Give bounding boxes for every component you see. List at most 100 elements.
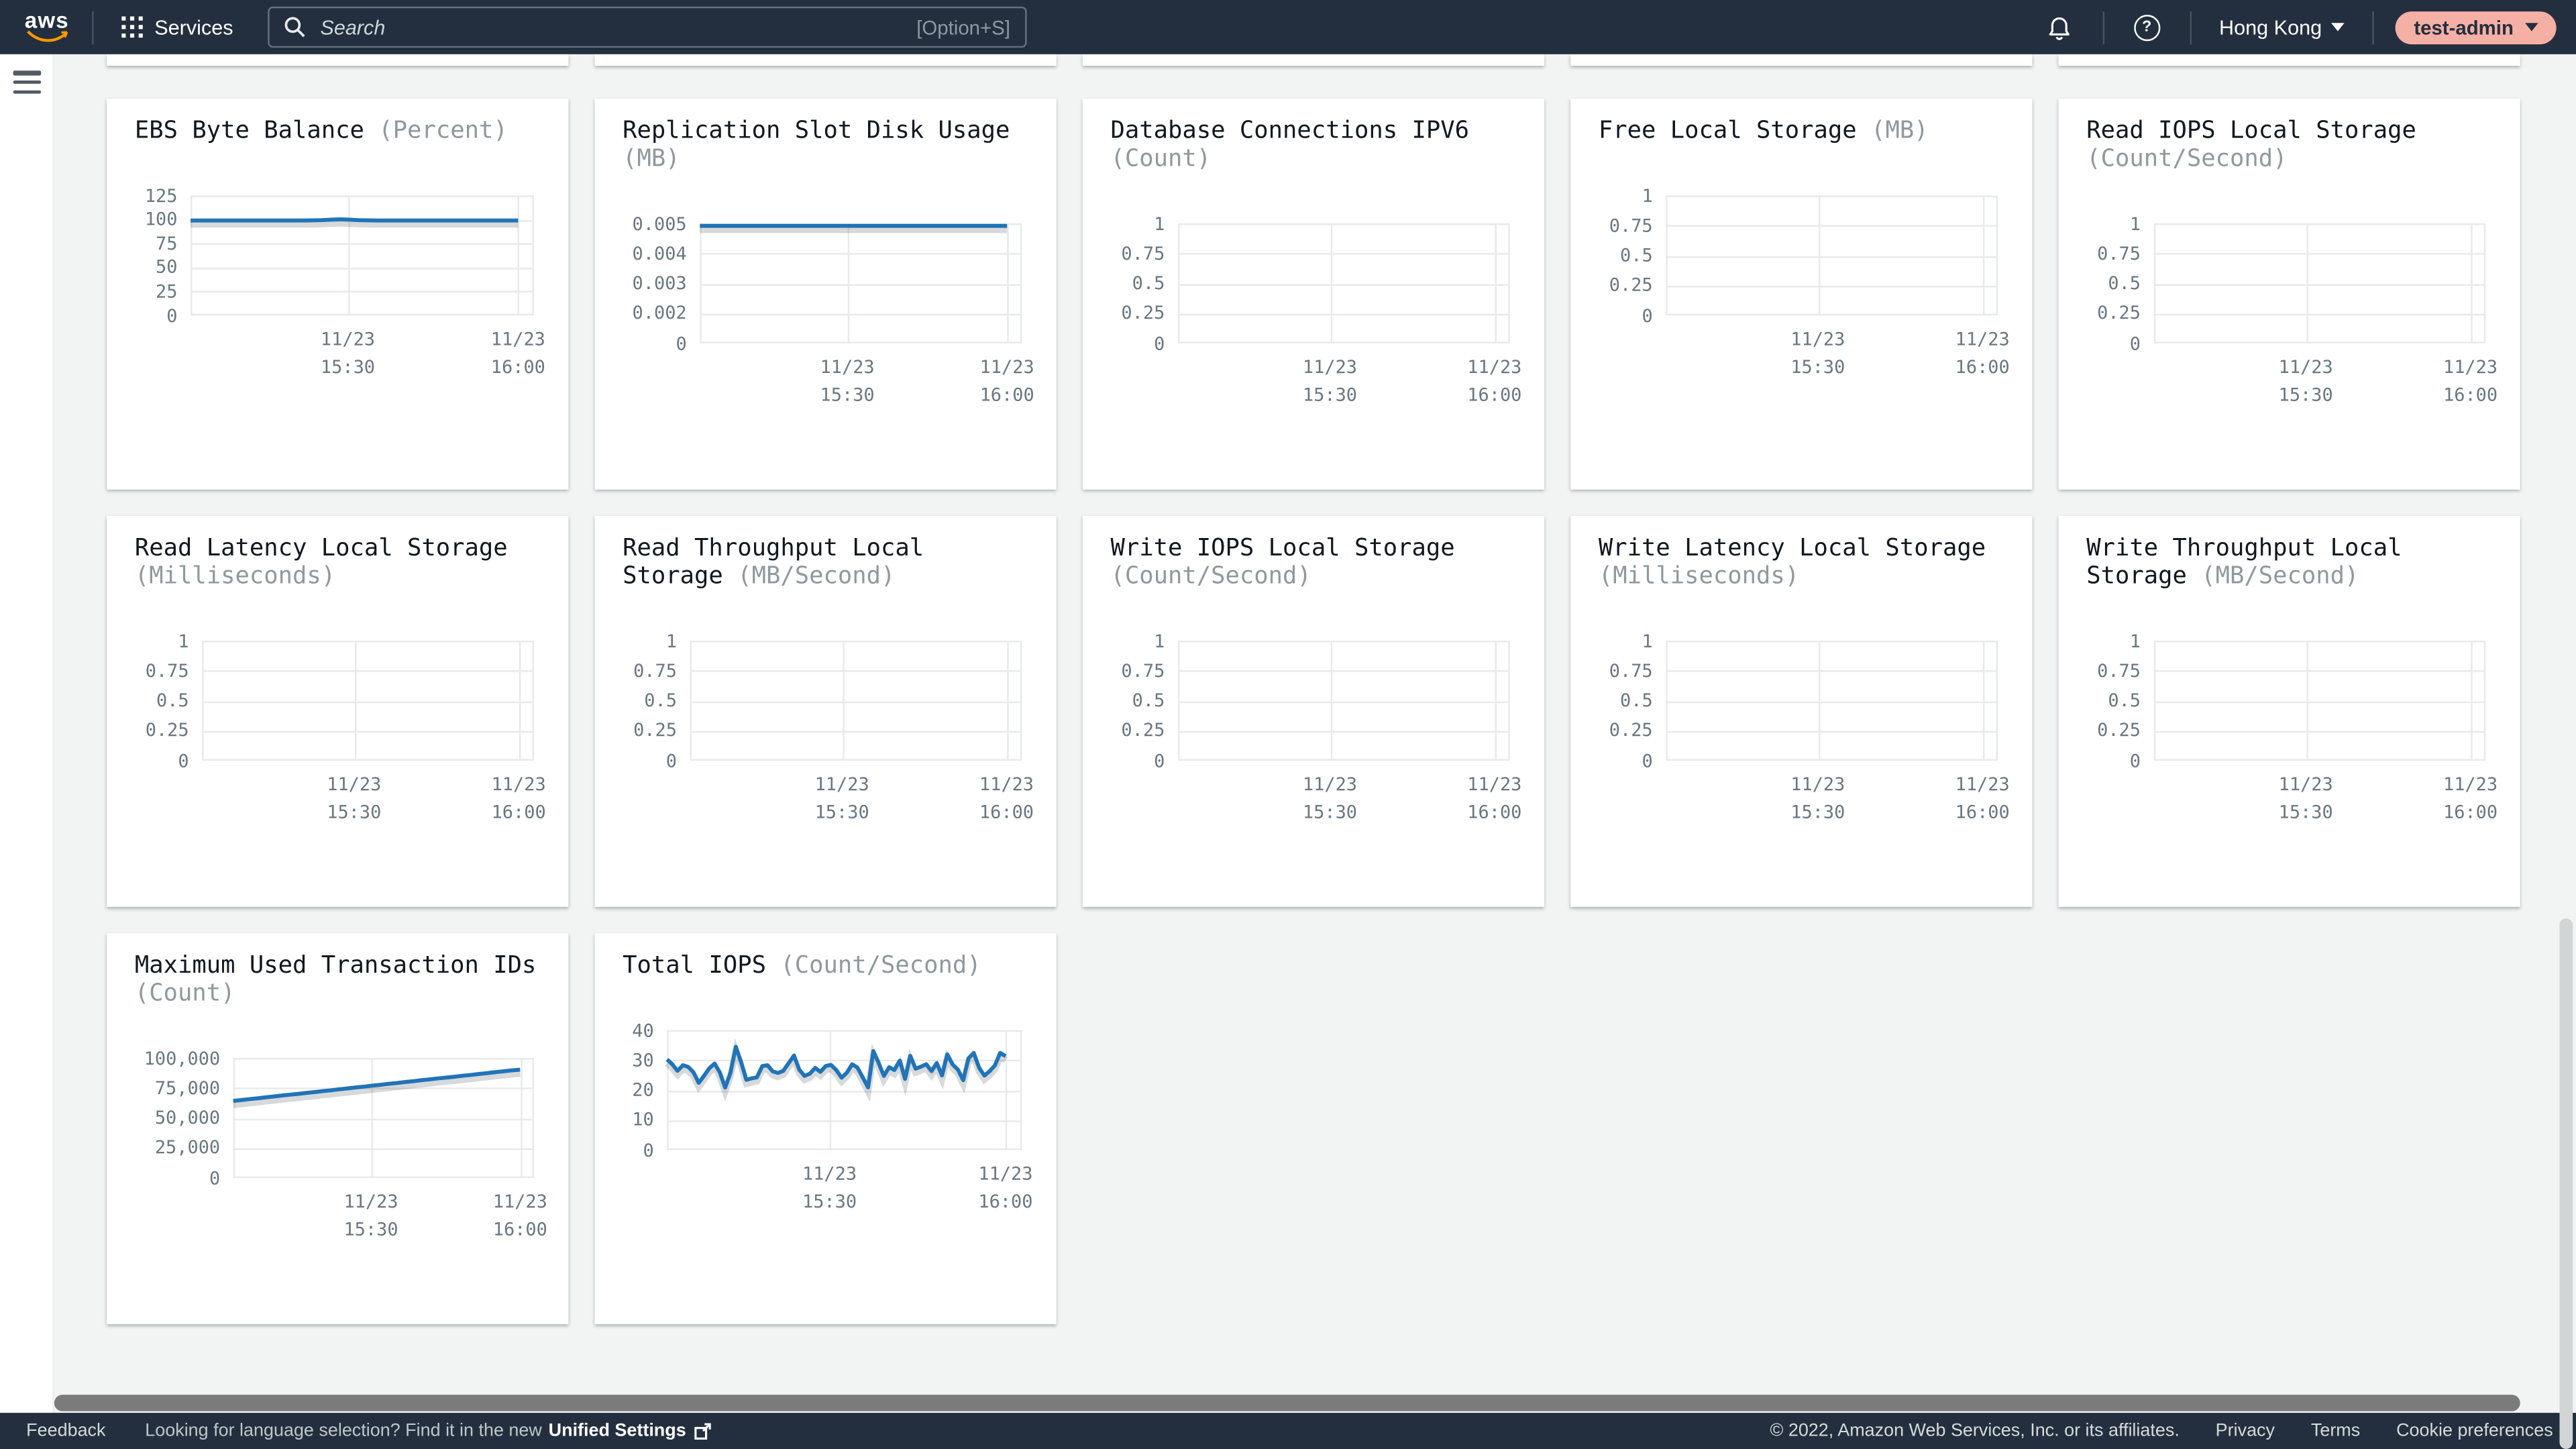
- metric-card[interactable]: Write Throughput Local Storage (MB/Secon…: [2058, 515, 2520, 907]
- metric-card[interactable]: Read IOPS Local Storage (Count/Second) 1 0…: [2058, 98, 2520, 490]
- horizontal-scrollbar-thumb[interactable]: [54, 1395, 2520, 1411]
- y-axis-label: 0.25: [1609, 720, 1653, 742]
- cookie-preferences-link[interactable]: Cookie preferences: [2396, 1421, 2553, 1441]
- y-axis-label: 0.005: [632, 213, 687, 234]
- y-axis-label: 0: [665, 749, 677, 771]
- help-button[interactable]: ?: [2125, 0, 2168, 54]
- feedback-link[interactable]: Feedback: [26, 1421, 106, 1441]
- chart-plot: 11/23 15:30 11/23 16:00: [191, 195, 545, 377]
- chart-title: Write IOPS Local Storage (Count/Second): [1111, 535, 1517, 591]
- y-axis-label: 0.25: [1609, 274, 1653, 297]
- chart-title: EBS Byte Balance (Percent): [135, 118, 541, 146]
- y-axis-label: 0.25: [1121, 720, 1165, 742]
- chart-title-text: EBS Byte Balance: [134, 118, 364, 145]
- search-box[interactable]: [Option+S]: [268, 6, 1027, 48]
- search-input[interactable]: [317, 13, 906, 41]
- y-axis-label: 0.5: [1620, 244, 1653, 266]
- privacy-link[interactable]: Privacy: [2215, 1421, 2275, 1441]
- metric-card[interactable]: Read Latency Local Storage (Milliseconds…: [107, 515, 569, 907]
- y-axis-label: 0: [676, 332, 687, 354]
- y-axis-label: 0: [1154, 749, 1165, 771]
- chart-line: [700, 223, 1008, 233]
- chart-title: Write Throughput Local Storage (MB/Secon…: [2086, 535, 2492, 591]
- y-axis: 1 0.75 0.5 0.25 0: [135, 632, 202, 770]
- metric-card[interactable]: EBS Byte Balance (Percent) 125 100 75 50 25 0 1…: [107, 98, 569, 490]
- x-axis-label: 11/23 16:00: [1955, 773, 2010, 822]
- y-axis-label: 0.5: [156, 690, 189, 712]
- chart-title: Total IOPS (Count/Second): [623, 953, 1028, 981]
- notifications-button[interactable]: [2039, 0, 2082, 54]
- y-axis-label: 0: [166, 305, 178, 327]
- chart-title-text: Read Latency Local Storage: [134, 535, 508, 562]
- y-axis-label: 40: [632, 1019, 654, 1041]
- aws-logo[interactable]: aws: [25, 8, 71, 45]
- metric-card[interactable]: Database Connections IPV6 (Count) 1 0.75 0.…: [1082, 98, 1545, 490]
- chart-title: Database Connections IPV6 (Count): [1111, 118, 1517, 174]
- y-axis-label: 0.25: [633, 720, 677, 742]
- x-axis-label: 11/23 15:30: [320, 328, 376, 378]
- chart-title: Maximum Used Transaction IDs (Count): [135, 953, 541, 1008]
- y-axis-label: 0.003: [632, 272, 687, 294]
- y-axis: 1 0.75 0.5 0.25 0: [623, 632, 690, 770]
- chart-plot: 11/23 15:30 11/23 16:00: [664, 1030, 1032, 1212]
- x-axis-label: 11/23 16:00: [1467, 356, 1522, 405]
- y-axis-label: 0: [1642, 749, 1653, 771]
- account-menu-button[interactable]: test-admin: [2396, 10, 2557, 44]
- chart-plot: 11/23 15:30 11/23 16:00: [690, 641, 1034, 822]
- footer-right: © 2022, Amazon Web Services, Inc. or its…: [1770, 1421, 2576, 1440]
- chart-title-text: Read Throughput Local Storage: [623, 535, 924, 590]
- y-axis-label: 0.5: [1132, 690, 1165, 712]
- left-sidebar: [0, 54, 54, 1413]
- x-axis-label: 11/23 16:00: [490, 328, 545, 378]
- chart-title-text: Free Local Storage: [1598, 118, 1857, 145]
- y-axis-label: 0.5: [2108, 690, 2141, 712]
- y-axis-label: 0.75: [633, 659, 677, 682]
- y-axis: 125 100 75 50 25 0: [135, 186, 191, 325]
- y-axis-label: 0: [2129, 332, 2141, 354]
- y-axis-label: 0: [209, 1167, 221, 1189]
- chart-plot: 11/23 15:30 11/23 16:00: [2153, 223, 2498, 405]
- partial-card: [1082, 54, 1545, 66]
- account-label: test-admin: [2414, 15, 2514, 39]
- unified-settings-link[interactable]: Unified Settings: [548, 1421, 686, 1441]
- x-axis-label: 11/23 16:00: [979, 773, 1034, 822]
- region-selector[interactable]: Hong Kong: [2212, 15, 2351, 39]
- chevron-down-icon: [2525, 23, 2538, 32]
- services-menu-button[interactable]: Services: [115, 0, 239, 54]
- y-axis-label: 25,000: [154, 1137, 221, 1159]
- y-axis-label: 1: [1154, 213, 1165, 234]
- x-axis-label: 11/23 16:00: [2443, 356, 2498, 405]
- y-axis-label: 0.25: [1121, 303, 1165, 325]
- region-label: Hong Kong: [2218, 15, 2322, 39]
- chart-unit: (Count): [1110, 146, 1212, 173]
- y-axis-label: 0.75: [1121, 242, 1165, 264]
- metric-card[interactable]: Replication Slot Disk Usage (MB) 0.005 0.0…: [594, 98, 1057, 490]
- copyright: © 2022, Amazon Web Services, Inc. or its…: [1770, 1421, 2180, 1441]
- search-shortcut: [Option+S]: [916, 15, 1010, 39]
- x-axis-label: 11/23 15:30: [2278, 356, 2333, 405]
- y-axis-label: 20: [632, 1079, 654, 1101]
- y-axis-label: 0.75: [2097, 659, 2141, 682]
- metric-card[interactable]: Free Local Storage (MB) 1 0.75 0.5 0.25 0 11/2…: [1570, 98, 2033, 490]
- hamburger-menu-button[interactable]: [13, 70, 42, 94]
- y-axis-label: 0: [1154, 332, 1165, 354]
- chart-line: [191, 217, 519, 228]
- metric-card[interactable]: Write Latency Local Storage (Millisecond…: [1570, 515, 2033, 907]
- y-axis: 1 0.75 0.5 0.25 0: [1599, 186, 1666, 325]
- partial-card: [1570, 54, 2033, 66]
- x-axis-label: 11/23 16:00: [2443, 773, 2498, 822]
- vertical-scrollbar-thumb[interactable]: [2559, 918, 2573, 1449]
- metric-card[interactable]: Write IOPS Local Storage (Count/Second) 1…: [1082, 515, 1545, 907]
- metric-card[interactable]: Total IOPS (Count/Second) 40 30 20 10 0 11/23 …: [594, 933, 1057, 1324]
- chart-title: Read IOPS Local Storage (Count/Second): [2086, 118, 2492, 174]
- metric-card[interactable]: Read Throughput Local Storage (MB/Second…: [594, 515, 1057, 907]
- previous-row-card-edges: [107, 54, 2520, 66]
- chart-unit: (Percent): [378, 118, 508, 145]
- y-axis-label: 0.75: [1609, 215, 1653, 237]
- metric-card[interactable]: Maximum Used Transaction IDs (Count) 100,…: [107, 933, 569, 1324]
- y-axis-label: 0.75: [1121, 659, 1165, 682]
- divider: [2373, 10, 2375, 44]
- chart-line: [233, 1067, 521, 1108]
- terms-link[interactable]: Terms: [2310, 1421, 2361, 1441]
- y-axis-label: 0.75: [2097, 242, 2141, 264]
